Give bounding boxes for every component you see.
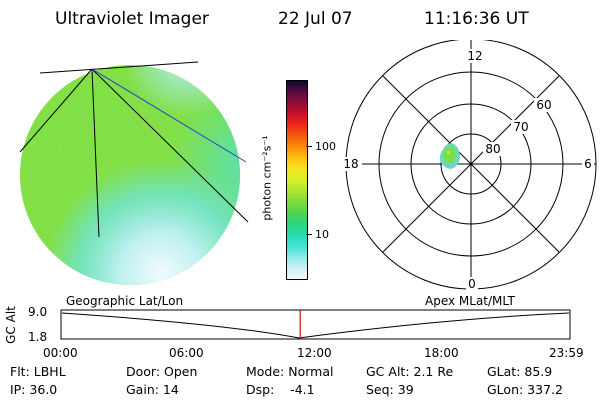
gc-alt-tick-low: 1.8 bbox=[28, 330, 48, 344]
status-glat: GLat: 85.9 bbox=[487, 364, 553, 379]
time-tick-0000: 00:00 bbox=[43, 346, 78, 360]
mlat-label-60: 60 bbox=[536, 98, 551, 112]
auroral-patch bbox=[439, 143, 460, 169]
instrument-title: Ultraviolet Imager bbox=[55, 9, 209, 29]
status-ip: IP: 36.0 bbox=[10, 382, 58, 397]
date-label: 22 Jul 07 bbox=[278, 9, 353, 29]
time-label: 11:16:36 UT bbox=[424, 9, 529, 29]
status-filter: Flt: LBHL bbox=[10, 364, 66, 379]
uv-earth-image bbox=[19, 61, 249, 285]
earth-disk bbox=[20, 65, 240, 285]
status-gc-alt: GC Alt: 2.1 Re bbox=[366, 364, 454, 379]
time-tick-2359: 23:59 bbox=[549, 346, 584, 360]
gc-alt-tick-high: 9.0 bbox=[28, 305, 48, 319]
mlt-label-6: 6 bbox=[584, 157, 592, 171]
status-dsp: Dsp: -4.1 bbox=[246, 382, 315, 397]
colorbar-tick-label-10: 10 bbox=[315, 228, 329, 241]
altitude-curve bbox=[61, 312, 570, 339]
mlt-label-0: 0 bbox=[468, 277, 476, 290]
colorbar bbox=[286, 80, 308, 280]
status-seq: Seq: 39 bbox=[366, 382, 414, 397]
colorbar-gradient bbox=[287, 81, 307, 279]
polar-mlat-mlt-plot: 12 18 6 0 60 70 80 bbox=[340, 40, 597, 290]
mlt-label-18: 18 bbox=[343, 157, 358, 171]
mlat-label-70: 70 bbox=[513, 120, 528, 134]
status-gain: Gain: 14 bbox=[126, 382, 179, 397]
altitude-timeline-plot bbox=[60, 309, 571, 340]
terminator-line bbox=[91, 68, 247, 163]
mlt-diagonal-b bbox=[382, 75, 560, 253]
geographic-latlon-label: Geographic Lat/Lon bbox=[66, 294, 184, 308]
timeline-frame bbox=[60, 309, 571, 340]
graticule-lines bbox=[19, 61, 249, 238]
time-tick-1800: 18:00 bbox=[424, 346, 459, 360]
mlat-label-80: 80 bbox=[485, 142, 500, 156]
mlt-label-12: 12 bbox=[467, 49, 482, 63]
time-tick-0600: 06:00 bbox=[169, 346, 204, 360]
status-door: Door: Open bbox=[126, 364, 198, 379]
apex-mlat-mlt-label: Apex MLat/MLT bbox=[425, 294, 515, 308]
status-glon: GLon: 337.2 bbox=[487, 382, 563, 397]
gc-alt-axis-label: GC Alt bbox=[4, 306, 18, 344]
status-mode: Mode: Normal bbox=[246, 364, 334, 379]
colorbar-tick-label-100: 100 bbox=[315, 140, 336, 153]
time-tick-1200: 12:00 bbox=[297, 346, 332, 360]
colorbar-tick-100 bbox=[306, 146, 312, 147]
colorbar-unit-label: photon cm⁻²s⁻¹ bbox=[260, 135, 274, 221]
colorbar-tick-10 bbox=[306, 234, 312, 235]
